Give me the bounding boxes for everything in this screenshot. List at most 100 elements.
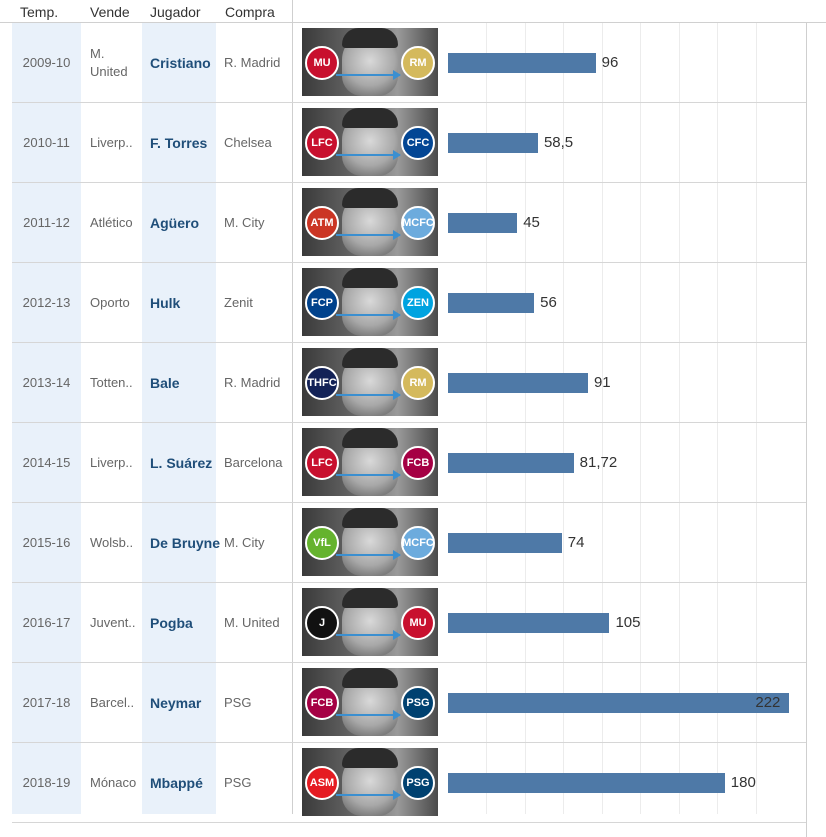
header-compra: Compra [225, 4, 275, 20]
seller-club-cell: Liverp.. [90, 454, 133, 470]
table-row: 2010-11 Liverp.. F. Torres Chelsea LFC CFC [12, 103, 806, 183]
player-name-cell: Pogba [150, 614, 193, 631]
season-cell: 2013-14 [22, 374, 71, 390]
transfer-arrow-icon [336, 390, 401, 400]
player-name-cell: De Bruyne [150, 534, 221, 551]
transfer-fee-bar [448, 773, 725, 793]
chart-right-border [806, 23, 807, 837]
buyer-club-cell: PSG [224, 694, 252, 710]
transfer-fee-label: 81,72 [579, 454, 618, 471]
buyer-club-cell: R. Madrid [224, 374, 281, 390]
jugador-column-shade [142, 23, 216, 814]
player-transfer-image: LFC CFC [302, 108, 438, 176]
monaco-crest-icon: ASM [305, 766, 339, 800]
transfer-arrow-icon [336, 310, 401, 320]
seller-club-cell: Liverp.. [90, 134, 133, 150]
table-row: 2011-12 Atlético Agüero M. City ATM MCFC [12, 183, 806, 263]
zenit-crest-icon: ZEN [401, 286, 435, 320]
chart-gridline [601, 23, 603, 814]
seller-club-cell: Wolsb.. [90, 534, 134, 550]
transfer-fee-bar [448, 613, 610, 633]
player-hair-shape [342, 108, 398, 128]
transfer-fee-label: 222 [755, 694, 781, 711]
seller-club-cell: Mónaco [90, 774, 137, 790]
header-jugador: Jugador [150, 4, 201, 20]
transfer-fee-bar [448, 373, 588, 393]
transfer-fee-label: 91 [593, 374, 611, 391]
transfer-arrow-icon [336, 70, 401, 80]
season-cell: 2014-15 [22, 454, 71, 470]
table-row: 2014-15 Liverp.. L. Suárez Barcelona LFC FCB [12, 423, 806, 503]
player-hair-shape [342, 28, 398, 48]
porto-crest-icon: FCP [305, 286, 339, 320]
chart-gridline [717, 23, 719, 814]
table-row: 2015-16 Wolsb.. De Bruyne M. City VfL MCFC [12, 503, 806, 583]
season-cell: 2012-13 [22, 294, 71, 310]
transfer-arrow-icon [336, 470, 401, 480]
chart-gridline [524, 23, 526, 814]
player-transfer-image: MU RM [302, 28, 438, 96]
temp-column-shade [12, 23, 81, 814]
transfer-fee-bar [448, 693, 790, 713]
buyer-club-cell: M. City [224, 214, 265, 230]
player-hair-shape [342, 268, 398, 288]
transfer-fee-bar [448, 293, 535, 313]
juventus-crest-icon: J [305, 606, 339, 640]
player-transfer-image: FCB PSG [302, 668, 438, 736]
buyer-club-cell: Zenit [224, 294, 253, 310]
seller-club-cell: Atlético [90, 214, 133, 230]
player-transfer-image: LFC FCB [302, 428, 438, 496]
season-cell: 2016-17 [22, 614, 71, 630]
table-row: 2016-17 Juvent.. Pogba M. United J MU [12, 583, 806, 663]
player-hair-shape [342, 348, 398, 368]
player-name-cell: Neymar [150, 694, 202, 711]
transfer-fee-bar [448, 533, 562, 553]
psg-crest-icon: PSG [401, 766, 435, 800]
table-row: 2012-13 Oporto Hulk Zenit FCP ZEN [12, 263, 806, 343]
seller-club-cell: Oporto [90, 294, 130, 310]
real-madrid-crest-icon: RM [401, 366, 435, 400]
player-name-cell: F. Torres [150, 134, 208, 151]
transfer-fee-label: 74 [567, 534, 585, 551]
man-city-crest-icon: MCFC [401, 206, 435, 240]
player-transfer-image: ASM PSG [302, 748, 438, 816]
player-name-cell: Mbappé [150, 774, 203, 791]
man-united-crest-icon: MU [305, 46, 339, 80]
player-hair-shape [342, 748, 398, 768]
seller-club-cell: Juvent.. [90, 614, 136, 630]
man-city-crest-icon: MCFC [401, 526, 435, 560]
player-name-cell: Bale [150, 374, 180, 391]
atletico-crest-icon: ATM [305, 206, 339, 240]
transfer-fee-bar [448, 213, 518, 233]
chart-gridline [486, 23, 488, 814]
player-transfer-image: THFC RM [302, 348, 438, 416]
season-cell: 2015-16 [22, 534, 71, 550]
transfer-fee-label: 58,5 [543, 134, 574, 151]
buyer-club-cell: Barcelona [224, 454, 283, 470]
man-united-crest-icon: MU [401, 606, 435, 640]
tottenham-crest-icon: THFC [305, 366, 339, 400]
barcelona-crest-icon: FCB [401, 446, 435, 480]
transfer-fee-bar [448, 133, 538, 153]
player-hair-shape [342, 588, 398, 608]
transfer-fee-label: 56 [540, 294, 557, 311]
table-row: 2018-19 Mónaco Mbappé PSG ASM PSG [12, 743, 806, 823]
transfer-fee-label: 180 [730, 774, 756, 791]
wolfsburg-crest-icon: VfL [305, 526, 339, 560]
seller-club-cell: M. United [90, 45, 128, 79]
transfer-fee-bar [448, 53, 596, 73]
liverpool-crest-icon: LFC [305, 126, 339, 160]
table-header: Temp. Vende Jugador Compra [0, 0, 826, 23]
table-row: 2013-14 Totten.. Bale R. Madrid THFC RM [12, 343, 806, 423]
chart-gridline [563, 23, 565, 814]
player-name-cell: Hulk [150, 294, 181, 311]
image-column-divider [292, 0, 293, 814]
buyer-club-cell: M. City [224, 534, 265, 550]
player-name-cell: L. Suárez [150, 454, 213, 471]
transfer-fee-label: 96 [601, 54, 619, 71]
player-transfer-image: ATM MCFC [302, 188, 438, 256]
player-name-cell: Cristiano [150, 54, 211, 71]
header-temp: Temp. [20, 4, 59, 20]
transfer-arrow-icon [336, 550, 401, 560]
buyer-club-cell: M. United [224, 614, 280, 630]
